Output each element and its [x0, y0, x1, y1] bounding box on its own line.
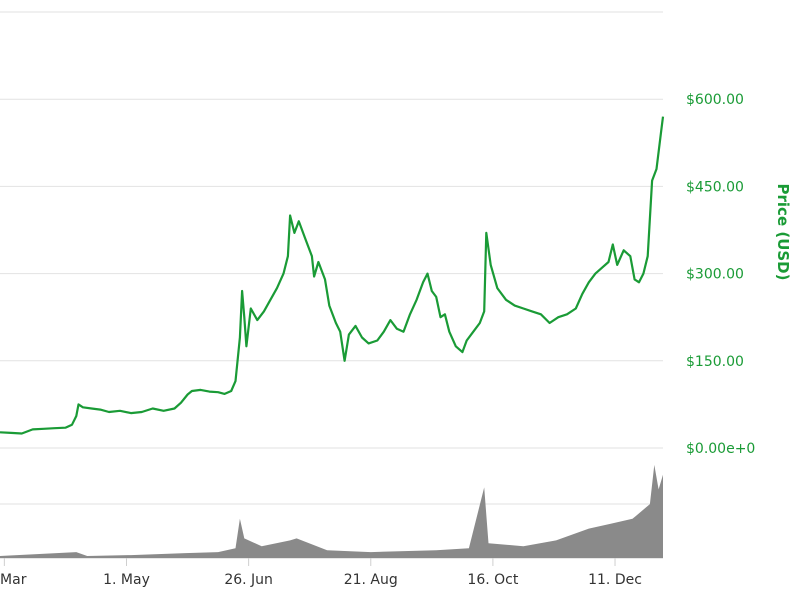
volume-area: [0, 464, 663, 558]
y-axis-ticks: $0.00e+0 $150.00 $300.00 $450.00 $600.00: [686, 92, 755, 457]
y-tick-label: $600.00: [686, 92, 744, 108]
volume-area-fill: [0, 464, 663, 558]
x-tick-label: 11. Dec: [588, 572, 642, 588]
x-tick-label: 26. Jun: [224, 572, 273, 588]
x-tick-label: 6. Mar: [0, 572, 27, 588]
x-tick-label: 16. Oct: [467, 572, 518, 588]
grid-lines: [0, 11, 663, 559]
price-line-0: [0, 116, 665, 435]
y-tick-label: $300.00: [686, 267, 744, 283]
y-tick-label: $150.00: [686, 354, 744, 370]
x-tick-label: 21. Aug: [344, 572, 398, 588]
y-axis-label: Price (USD): [774, 184, 792, 281]
x-tick-label: 1. May: [103, 572, 150, 588]
y-tick-label: $0.00e+0: [686, 441, 755, 457]
x-axis-ticks: 6. Mar 1. May 26. Jun 21. Aug 16. Oct 11. Dec: [0, 558, 642, 588]
price-series: [0, 116, 665, 435]
y-tick-label: $450.00: [686, 179, 744, 195]
